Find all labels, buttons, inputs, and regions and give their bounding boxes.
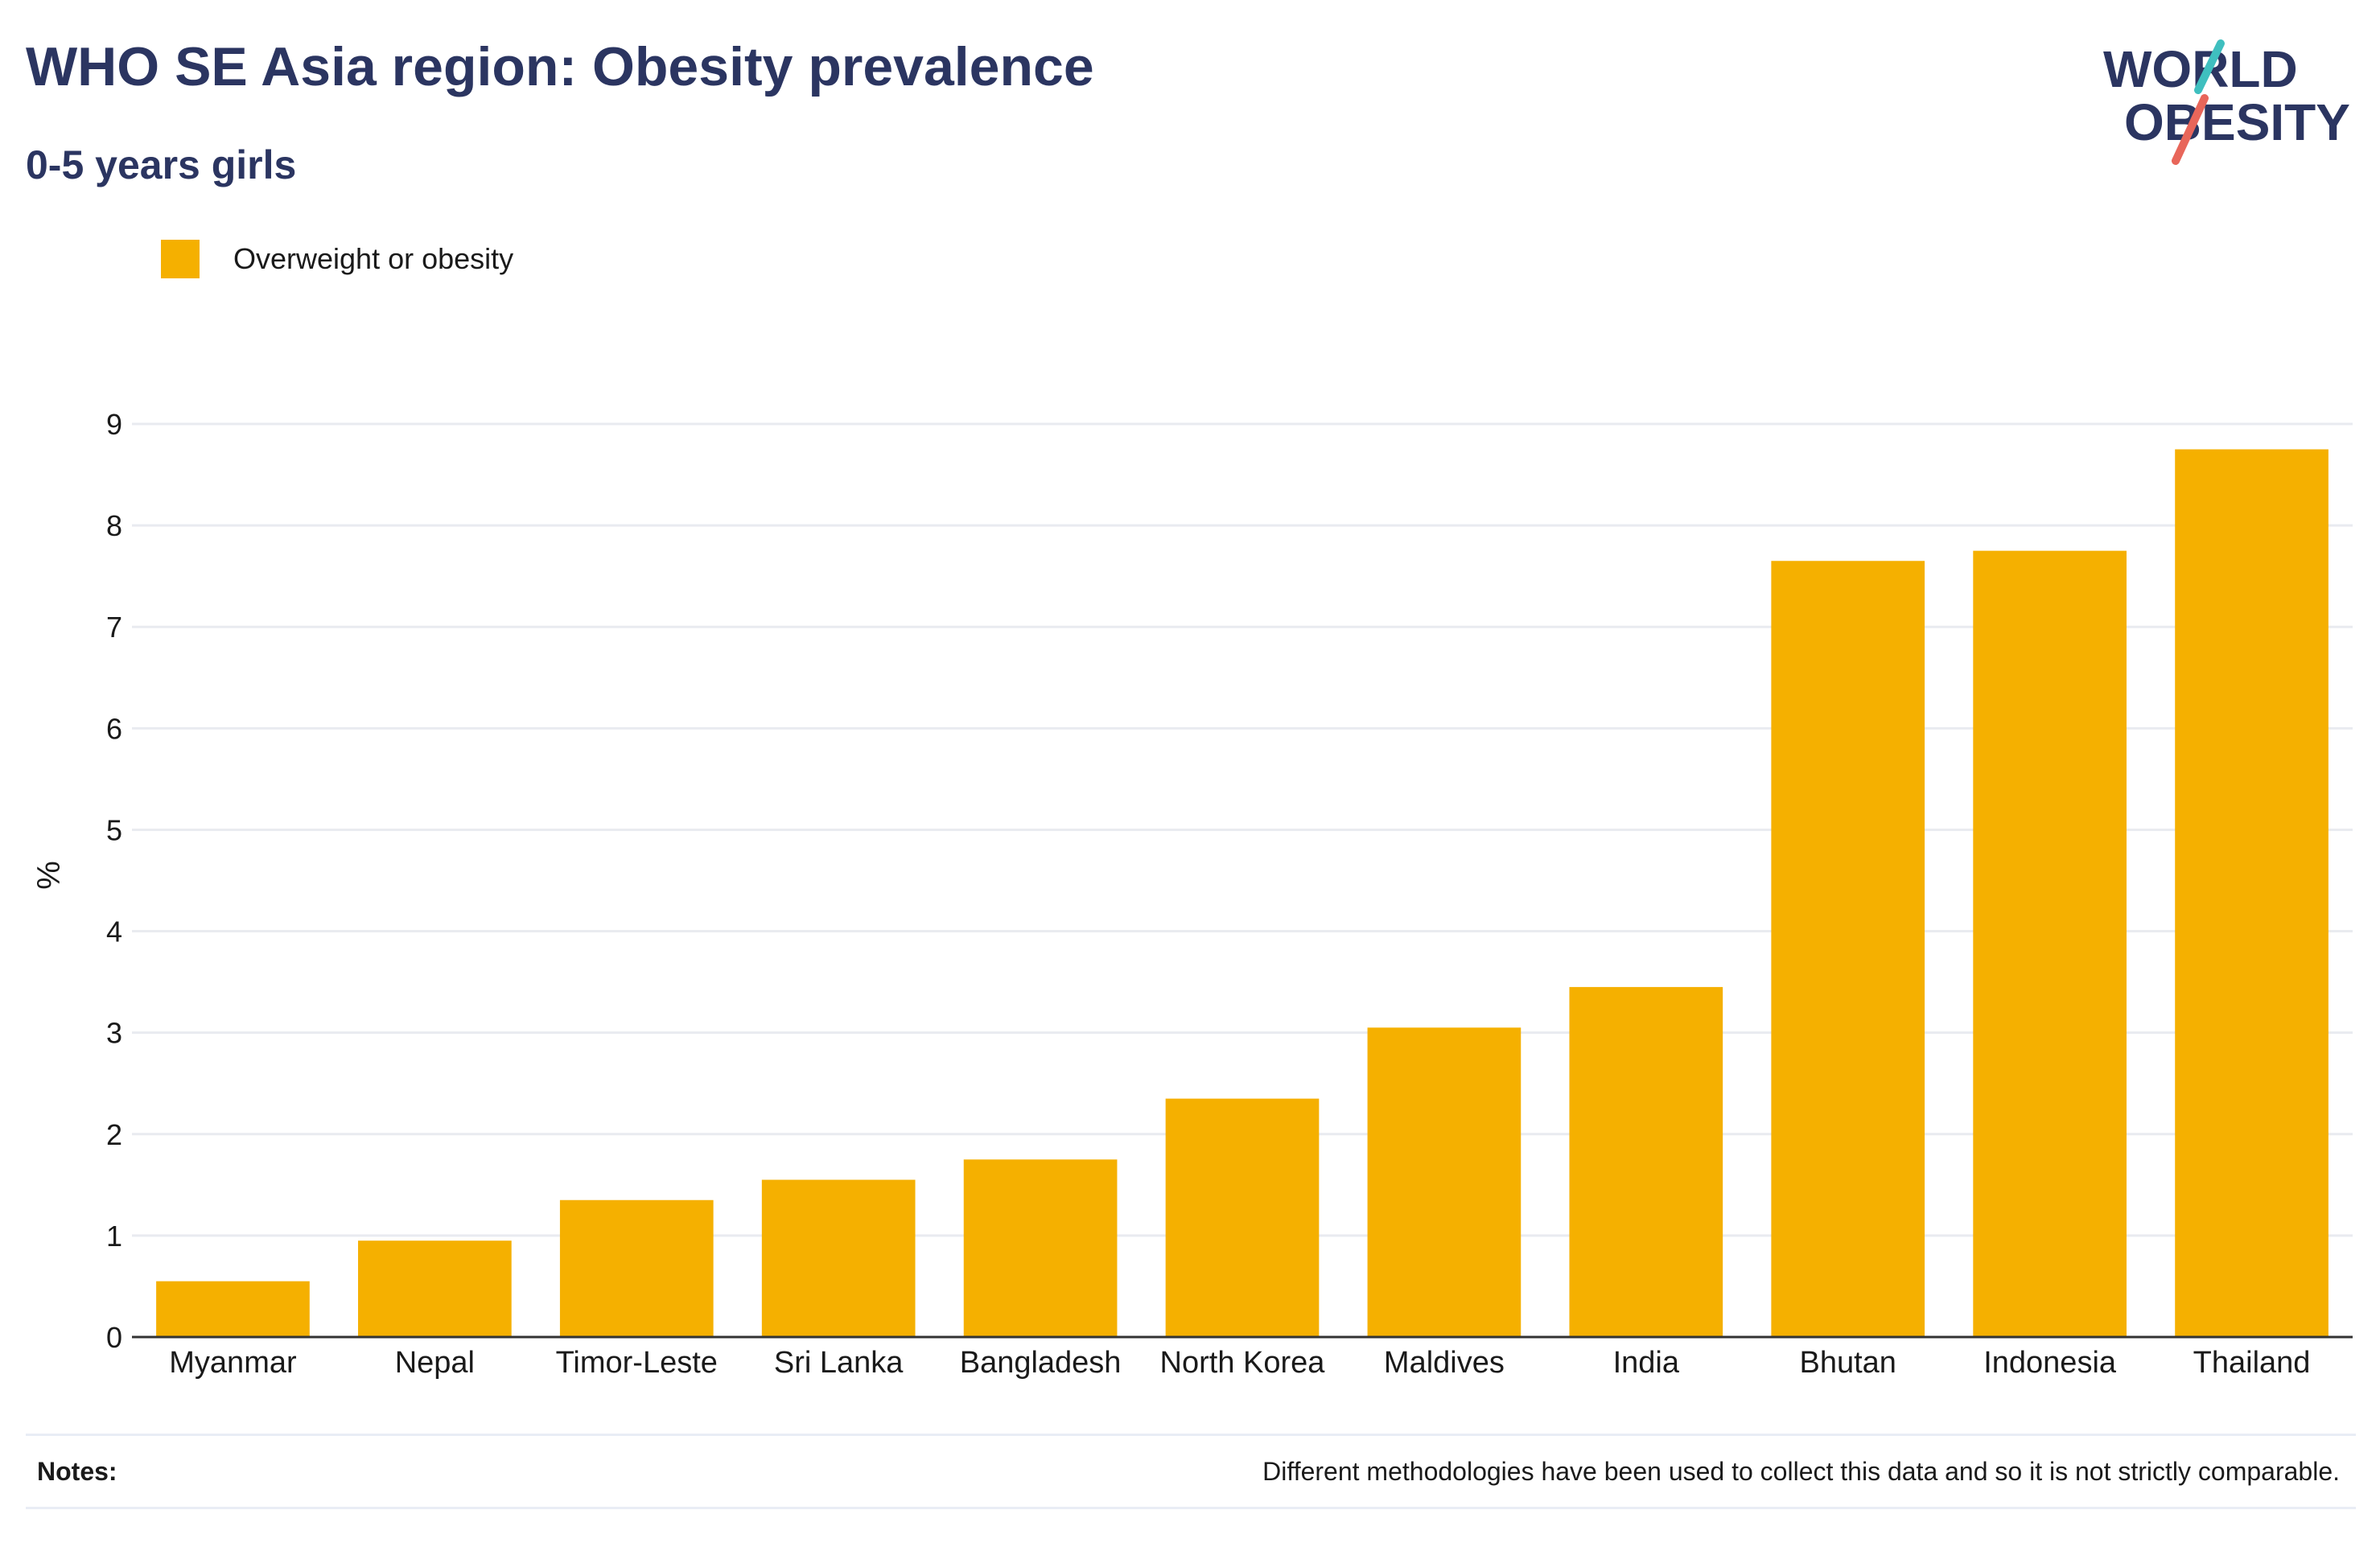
x-tick-label: Sri Lanka bbox=[774, 1346, 904, 1380]
x-tick-label: Myanmar bbox=[169, 1346, 297, 1380]
world-obesity-logo: WORLD OBESITY bbox=[2092, 24, 2366, 169]
x-tick-label: Maldives bbox=[1384, 1346, 1505, 1380]
notes-bar: Notes: Different methodologies have been… bbox=[26, 1434, 2356, 1509]
x-axis-tick-labels: Myanmar Nepal Timor-Leste Sri Lanka Banglade… bbox=[169, 1346, 2310, 1380]
chart-title: WHO SE Asia region: Obesity prevalence bbox=[26, 36, 1094, 97]
chart-legend: Overweight or obesity bbox=[161, 238, 513, 280]
bar-indonesia[interactable] bbox=[1973, 550, 2127, 1337]
notes-label: Notes: bbox=[37, 1457, 117, 1486]
x-tick-label: Indonesia bbox=[1983, 1346, 2117, 1380]
x-tick-label: Bhutan bbox=[1800, 1346, 1896, 1380]
world-obesity-logo-mark: WORLD OBESITY bbox=[2103, 39, 2350, 165]
bar-nepal[interactable] bbox=[358, 1240, 512, 1337]
chart-subtitle: 0-5 years girls bbox=[26, 142, 297, 187]
y-tick-label: 3 bbox=[106, 1017, 122, 1050]
bar-north-korea[interactable] bbox=[1165, 1098, 1320, 1337]
bar-myanmar[interactable] bbox=[156, 1281, 310, 1337]
bar-bhutan[interactable] bbox=[1771, 561, 1925, 1337]
y-tick-label: 8 bbox=[106, 509, 122, 542]
bar-india[interactable] bbox=[1569, 986, 1723, 1337]
y-axis-tick-labels: 0 1 2 3 4 5 6 7 8 9 bbox=[106, 408, 122, 1354]
bar-sri-lanka[interactable] bbox=[761, 1179, 916, 1337]
x-tick-label: Timor-Leste bbox=[556, 1346, 718, 1380]
y-tick-label: 2 bbox=[106, 1118, 122, 1151]
x-tick-label: Thailand bbox=[2193, 1346, 2311, 1380]
y-tick-label: 9 bbox=[106, 408, 122, 441]
bars bbox=[156, 449, 2329, 1337]
bar-timor-leste[interactable] bbox=[559, 1199, 714, 1337]
notes-text: Different methodologies have been used t… bbox=[1262, 1457, 2340, 1486]
legend-label: Overweight or obesity bbox=[233, 242, 514, 275]
x-tick-label: Nepal bbox=[395, 1346, 475, 1380]
logo-slash-teal bbox=[2194, 39, 2225, 94]
bar-thailand[interactable] bbox=[2175, 449, 2329, 1337]
logo-slash-red bbox=[2172, 94, 2209, 165]
x-tick-label: North Korea bbox=[1160, 1346, 1326, 1380]
x-tick-label: India bbox=[1613, 1346, 1680, 1380]
y-tick-label: 5 bbox=[106, 813, 122, 846]
y-tick-label: 6 bbox=[106, 712, 122, 745]
y-tick-label: 1 bbox=[106, 1220, 122, 1253]
bar-maldives[interactable] bbox=[1367, 1027, 1521, 1337]
y-axis-title: % bbox=[31, 861, 67, 890]
bar-bangladesh[interactable] bbox=[963, 1159, 1118, 1337]
bar-chart: 0 1 2 3 4 5 6 7 8 9 Myanmar Nepal Timor-Leste Sri La… bbox=[31, 408, 2353, 1380]
y-tick-label: 4 bbox=[106, 915, 122, 948]
logo-text-obesity: OBESITY bbox=[2124, 93, 2350, 151]
x-tick-label: Bangladesh bbox=[960, 1346, 1122, 1380]
y-tick-label: 7 bbox=[106, 611, 122, 644]
y-tick-label: 0 bbox=[106, 1321, 122, 1354]
legend-swatch bbox=[161, 240, 200, 278]
